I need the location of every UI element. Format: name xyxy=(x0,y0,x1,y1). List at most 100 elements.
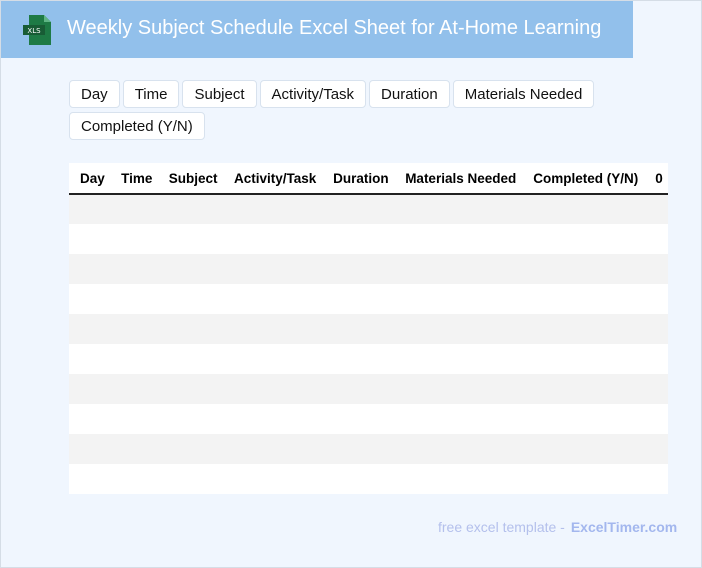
table-cell[interactable] xyxy=(158,374,223,404)
footer-brand-link[interactable]: ExcelTimer.com xyxy=(570,519,678,535)
table-cell[interactable] xyxy=(394,284,522,314)
table-cell[interactable] xyxy=(158,434,223,464)
footer-text: free excel template - xyxy=(438,519,565,535)
table-row xyxy=(69,224,668,254)
table-cell[interactable] xyxy=(644,374,668,404)
table-cell[interactable] xyxy=(644,254,668,284)
table-cell[interactable] xyxy=(322,464,394,494)
table-cell[interactable] xyxy=(394,464,522,494)
table-cell[interactable] xyxy=(394,314,522,344)
table-cell[interactable] xyxy=(69,314,110,344)
table-cell[interactable] xyxy=(223,464,322,494)
table-cell[interactable] xyxy=(110,434,158,464)
table-cell[interactable] xyxy=(158,284,223,314)
column-button-completed[interactable]: Completed (Y/N) xyxy=(69,112,205,140)
table-cell[interactable] xyxy=(69,194,110,224)
column-button-materials[interactable]: Materials Needed xyxy=(452,80,595,108)
table-cell[interactable] xyxy=(110,194,158,224)
table-row xyxy=(69,194,668,224)
table-cell[interactable] xyxy=(322,404,394,434)
table-cell[interactable] xyxy=(522,404,644,434)
table-cell[interactable] xyxy=(110,224,158,254)
table-cell[interactable] xyxy=(110,284,158,314)
table-cell[interactable] xyxy=(522,344,644,374)
table-cell[interactable] xyxy=(522,284,644,314)
table-cell[interactable] xyxy=(69,464,110,494)
table-cell[interactable] xyxy=(522,224,644,254)
table-cell[interactable] xyxy=(158,224,223,254)
table-cell[interactable] xyxy=(322,194,394,224)
column-button-time[interactable]: Time xyxy=(122,80,180,108)
table-cell[interactable] xyxy=(394,374,522,404)
table-cell[interactable] xyxy=(322,224,394,254)
schedule-table: Day Time Subject Activity/Task Duration … xyxy=(69,163,668,494)
excel-file-icon: XLS xyxy=(23,15,51,45)
table-cell[interactable] xyxy=(110,314,158,344)
table-cell[interactable] xyxy=(69,404,110,434)
table-cell[interactable] xyxy=(223,314,322,344)
table-cell[interactable] xyxy=(322,284,394,314)
table-cell[interactable] xyxy=(110,254,158,284)
table-cell[interactable] xyxy=(69,344,110,374)
table-cell[interactable] xyxy=(223,224,322,254)
table-cell[interactable] xyxy=(322,254,394,284)
table-cell[interactable] xyxy=(69,374,110,404)
table-cell[interactable] xyxy=(644,344,668,374)
table-cell[interactable] xyxy=(644,434,668,464)
table-cell[interactable] xyxy=(69,434,110,464)
table-cell[interactable] xyxy=(223,284,322,314)
header-extra: 0 xyxy=(644,163,668,195)
table-cell[interactable] xyxy=(223,434,322,464)
table-cell[interactable] xyxy=(394,434,522,464)
table-cell[interactable] xyxy=(322,314,394,344)
column-buttons: Day Time Subject Activity/Task Duration … xyxy=(69,80,609,140)
table-cell[interactable] xyxy=(223,344,322,374)
table-cell[interactable] xyxy=(644,224,668,254)
table-cell[interactable] xyxy=(69,284,110,314)
table-cell[interactable] xyxy=(522,434,644,464)
table-cell[interactable] xyxy=(223,254,322,284)
table-cell[interactable] xyxy=(644,314,668,344)
table-row xyxy=(69,284,668,314)
table-cell[interactable] xyxy=(110,344,158,374)
table-cell[interactable] xyxy=(223,194,322,224)
table-cell[interactable] xyxy=(158,344,223,374)
table-cell[interactable] xyxy=(394,344,522,374)
table-cell[interactable] xyxy=(110,404,158,434)
svg-text:XLS: XLS xyxy=(27,27,41,35)
table-cell[interactable] xyxy=(644,284,668,314)
table-cell[interactable] xyxy=(522,464,644,494)
table-cell[interactable] xyxy=(522,254,644,284)
table-cell[interactable] xyxy=(322,344,394,374)
table-cell[interactable] xyxy=(394,404,522,434)
table-cell[interactable] xyxy=(158,404,223,434)
table-cell[interactable] xyxy=(69,224,110,254)
table-cell[interactable] xyxy=(223,374,322,404)
table-cell[interactable] xyxy=(69,254,110,284)
table-cell[interactable] xyxy=(110,374,158,404)
column-button-duration[interactable]: Duration xyxy=(369,80,450,108)
table-row xyxy=(69,254,668,284)
table-cell[interactable] xyxy=(644,404,668,434)
table-cell[interactable] xyxy=(394,254,522,284)
table-cell[interactable] xyxy=(158,314,223,344)
column-button-day[interactable]: Day xyxy=(69,80,120,108)
table-cell[interactable] xyxy=(110,464,158,494)
footer-credit: free excel template - ExcelTimer.com xyxy=(438,519,677,535)
table-cell[interactable] xyxy=(394,194,522,224)
table-cell[interactable] xyxy=(158,254,223,284)
table-cell[interactable] xyxy=(322,374,394,404)
column-button-activity[interactable]: Activity/Task xyxy=(259,80,367,108)
table-cell[interactable] xyxy=(223,404,322,434)
table-cell[interactable] xyxy=(522,374,644,404)
table-cell[interactable] xyxy=(158,464,223,494)
table-cell[interactable] xyxy=(644,194,668,224)
table-cell[interactable] xyxy=(394,224,522,254)
table-cell[interactable] xyxy=(644,464,668,494)
column-button-subject[interactable]: Subject xyxy=(182,80,257,108)
table-cell[interactable] xyxy=(322,434,394,464)
table-cell[interactable] xyxy=(522,314,644,344)
table-cell[interactable] xyxy=(522,194,644,224)
table-cell[interactable] xyxy=(158,194,223,224)
header-materials: Materials Needed xyxy=(394,163,523,195)
